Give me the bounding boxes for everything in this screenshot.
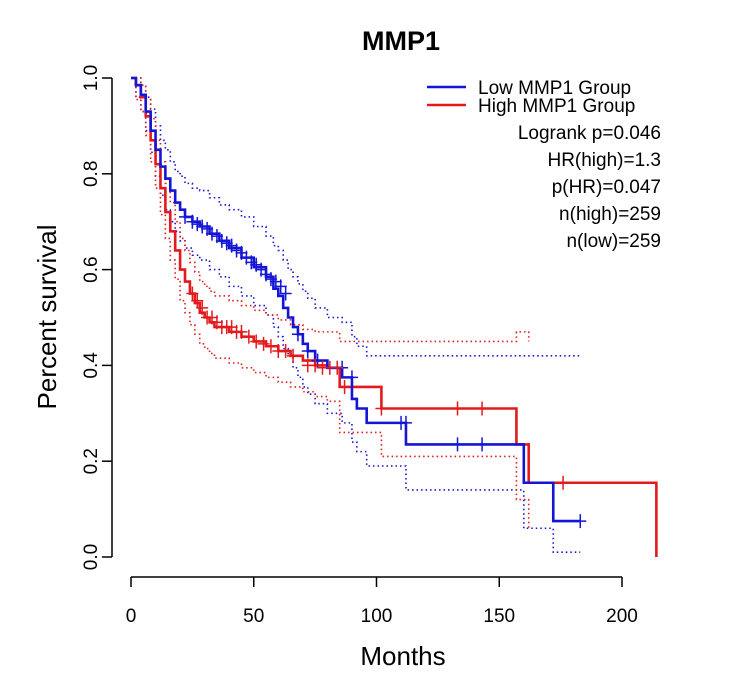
y-tick-label: 0.6 bbox=[81, 256, 102, 282]
legend-label-high: High MMP1 Group bbox=[478, 96, 635, 117]
ci-upper-low bbox=[131, 77, 581, 357]
ci-upper-high bbox=[131, 77, 530, 343]
censor-mark-low bbox=[291, 327, 304, 342]
censor-mark-low bbox=[574, 514, 587, 529]
censor-mark-low bbox=[186, 214, 199, 229]
censor-mark-high bbox=[235, 324, 248, 339]
censor-mark-high bbox=[186, 286, 199, 301]
censor-mark-low bbox=[196, 219, 209, 234]
y-tick-label: 0.4 bbox=[81, 352, 102, 379]
censor-mark-high bbox=[451, 401, 464, 416]
censor-mark-high bbox=[264, 339, 277, 354]
censor-mark-high bbox=[257, 336, 270, 351]
plot-area bbox=[131, 76, 658, 557]
censor-mark-low bbox=[279, 286, 292, 301]
y-ticks: 0.0 0.2 0.4 0.6 0.8 1.0 bbox=[81, 65, 112, 570]
x-tick-label: 200 bbox=[606, 606, 638, 627]
censor-mark-high bbox=[331, 360, 344, 375]
censor-mark-high bbox=[338, 379, 351, 394]
axes bbox=[111, 78, 622, 578]
censor-mark-low bbox=[399, 415, 412, 430]
censor-mark-low bbox=[230, 243, 243, 258]
y-axis-label: Percent survival bbox=[32, 225, 62, 410]
legend: Low MMP1 Group High MMP1 Group Logrank p… bbox=[427, 78, 661, 252]
y-tick-label: 1.0 bbox=[81, 65, 102, 91]
censor-mark-low bbox=[179, 209, 192, 224]
censor-mark-high bbox=[191, 293, 204, 308]
censor-mark-low bbox=[274, 279, 287, 294]
ci-lower-low bbox=[131, 77, 581, 554]
censor-mark-low bbox=[215, 233, 228, 248]
y-tick-label: 0.2 bbox=[81, 448, 102, 474]
x-tick-label: 100 bbox=[361, 606, 393, 627]
annotation-logrank: Logrank p=0.046 bbox=[518, 123, 661, 144]
censor-mark-low bbox=[191, 217, 204, 232]
censor-mark-high bbox=[287, 348, 300, 363]
censor-mark-low bbox=[451, 437, 464, 452]
censor-mark-low bbox=[301, 344, 314, 359]
ci-lower-high bbox=[131, 77, 530, 529]
censor-mark-high bbox=[242, 329, 255, 344]
censor-mark-low bbox=[264, 272, 277, 287]
x-tick-label: 0 bbox=[126, 606, 137, 627]
y-tick-label: 0.0 bbox=[81, 544, 102, 570]
x-axis-label: Months bbox=[360, 641, 445, 671]
censor-mark-high bbox=[250, 334, 263, 349]
censor-mark-high bbox=[309, 358, 322, 373]
censor-mark-high bbox=[375, 401, 388, 416]
x-ticks: 0 50 100 150 200 bbox=[126, 577, 638, 627]
censor-mark-low bbox=[245, 255, 258, 270]
censor-mark-low bbox=[345, 370, 358, 385]
censor-mark-low bbox=[206, 226, 219, 241]
annotation-p-hr: p(HR)=0.047 bbox=[552, 177, 661, 198]
censor-mark-high bbox=[279, 344, 292, 359]
annotation-n-high: n(high)=259 bbox=[559, 204, 661, 225]
x-tick-label: 50 bbox=[243, 606, 264, 627]
censor-mark-low bbox=[476, 437, 489, 452]
legend-label-low: Low MMP1 Group bbox=[478, 78, 631, 99]
annotation-hr: HR(high)=1.3 bbox=[547, 150, 661, 171]
y-tick-label: 0.8 bbox=[81, 161, 102, 187]
annotation-n-low: n(low)=259 bbox=[566, 231, 661, 252]
censor-mark-high bbox=[476, 401, 489, 416]
survival-curve-low bbox=[131, 76, 581, 523]
censor-mark-high bbox=[557, 475, 570, 490]
censor-mark-low bbox=[220, 236, 233, 251]
censor-mark-high bbox=[196, 300, 209, 315]
chart-title: MMP1 bbox=[362, 26, 440, 56]
x-tick-label: 150 bbox=[483, 606, 515, 627]
